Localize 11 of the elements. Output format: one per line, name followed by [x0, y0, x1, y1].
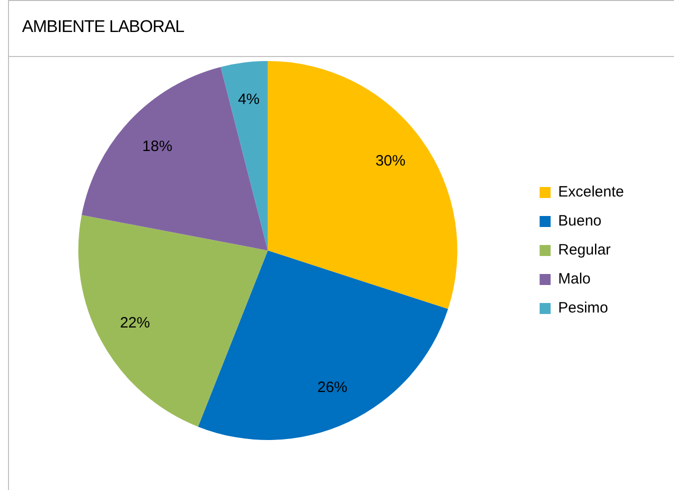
- legend-label: Pesimo: [558, 300, 608, 317]
- legend-label: Malo: [558, 270, 591, 288]
- data-label: 4%: [238, 91, 260, 108]
- legend-label: Bueno: [558, 212, 602, 230]
- data-label: 22%: [120, 314, 150, 332]
- legend-label: Regular: [558, 242, 611, 259]
- data-label: 26%: [317, 378, 348, 396]
- data-label: 18%: [142, 138, 172, 155]
- data-label: 30%: [375, 152, 406, 170]
- chart-title: AMBIENTE LABORAL: [22, 17, 184, 37]
- legend-label: Excelente: [558, 184, 624, 201]
